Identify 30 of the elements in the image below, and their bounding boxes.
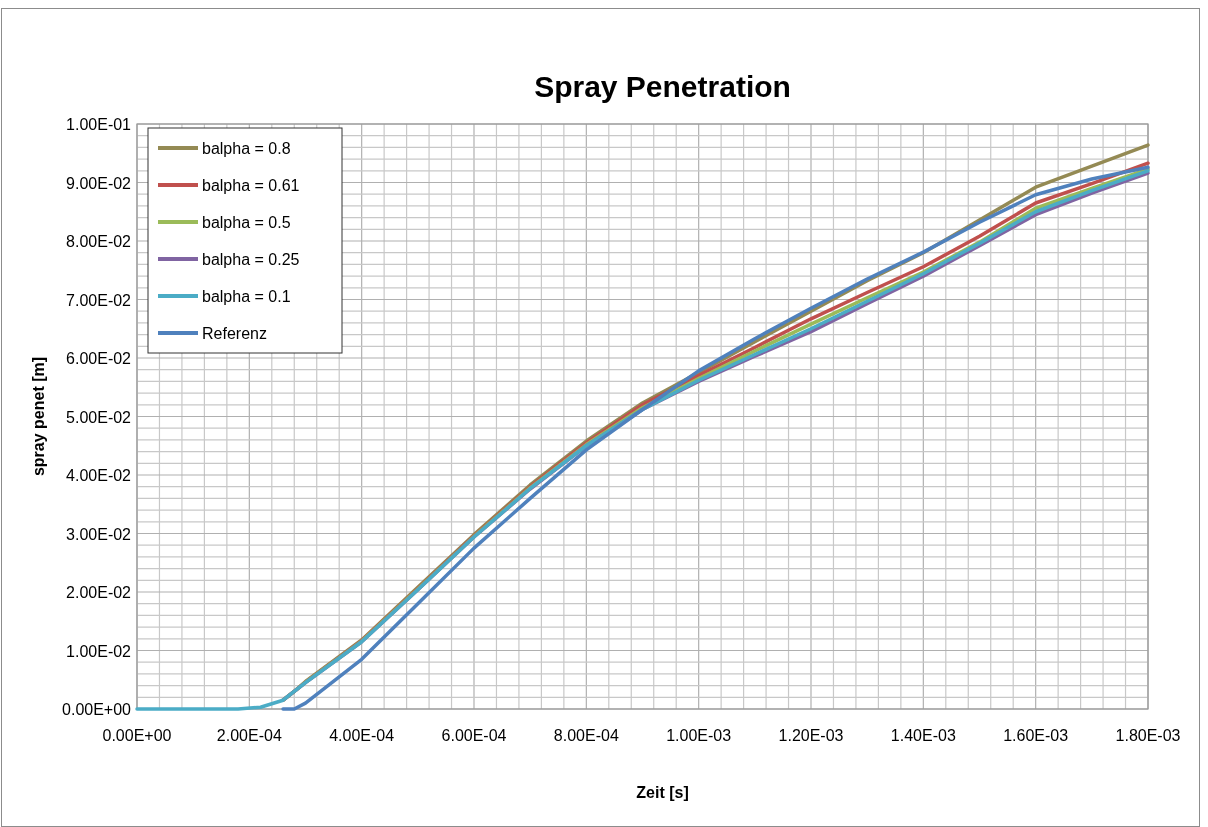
y-tick-label: 0.00E+00 <box>62 701 132 718</box>
legend-label: balpha = 0.61 <box>202 177 300 194</box>
y-tick-label: 1.00E-01 <box>66 116 132 133</box>
x-tick-label: 1.80E-03 <box>1115 727 1181 744</box>
y-tick-label: 8.00E-02 <box>66 233 132 250</box>
x-tick-label: 1.20E-03 <box>778 727 844 744</box>
y-tick-label: 1.00E-02 <box>66 642 132 660</box>
x-tick-label: 2.00E-04 <box>216 727 282 744</box>
legend-label: Referenz <box>202 325 267 342</box>
legend-label: balpha = 0.1 <box>202 288 291 305</box>
x-tick-label: 1.00E-03 <box>666 727 732 744</box>
legend-label: balpha = 0.25 <box>202 251 300 268</box>
y-tick-label: 5.00E-02 <box>66 408 132 426</box>
legend-label: balpha = 0.5 <box>202 214 291 231</box>
chart-title: Spray Penetration <box>534 70 791 103</box>
x-tick-label: 8.00E-04 <box>553 727 619 744</box>
y-tick-label: 9.00E-02 <box>66 174 132 192</box>
x-tick-label: 1.60E-03 <box>1003 727 1069 744</box>
y-tick-label: 6.00E-02 <box>66 350 132 367</box>
y-tick-label: 7.00E-02 <box>66 291 132 309</box>
y-tick-label: 3.00E-02 <box>66 525 132 543</box>
y-axis-title: spray penet [m] <box>30 356 47 477</box>
x-axis-title: Zeit [s] <box>636 784 689 801</box>
y-tick-label: 2.00E-02 <box>66 584 132 601</box>
y-tick-label: 4.00E-02 <box>66 467 132 484</box>
x-tick-label: 0.00E+00 <box>102 727 172 744</box>
x-tick-label: 1.40E-03 <box>890 727 956 744</box>
x-tick-label: 4.00E-04 <box>329 727 395 744</box>
x-tick-label: 6.00E-04 <box>441 727 507 744</box>
legend-label: balpha = 0.8 <box>202 140 291 157</box>
